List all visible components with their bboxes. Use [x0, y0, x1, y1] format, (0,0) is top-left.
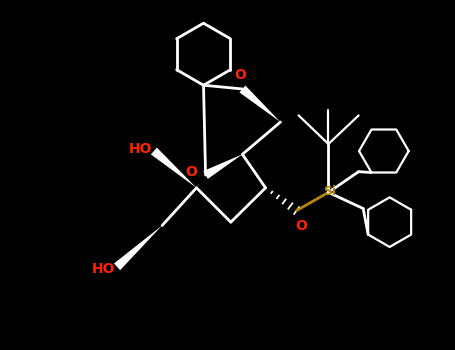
Text: O: O	[186, 165, 197, 179]
Text: HO: HO	[128, 142, 152, 156]
Text: HO: HO	[91, 262, 115, 276]
Text: O: O	[234, 68, 246, 82]
Polygon shape	[203, 154, 243, 179]
Polygon shape	[114, 225, 162, 270]
Polygon shape	[151, 148, 197, 188]
Text: Si: Si	[323, 185, 336, 198]
Text: O: O	[295, 219, 307, 233]
Polygon shape	[239, 85, 280, 122]
